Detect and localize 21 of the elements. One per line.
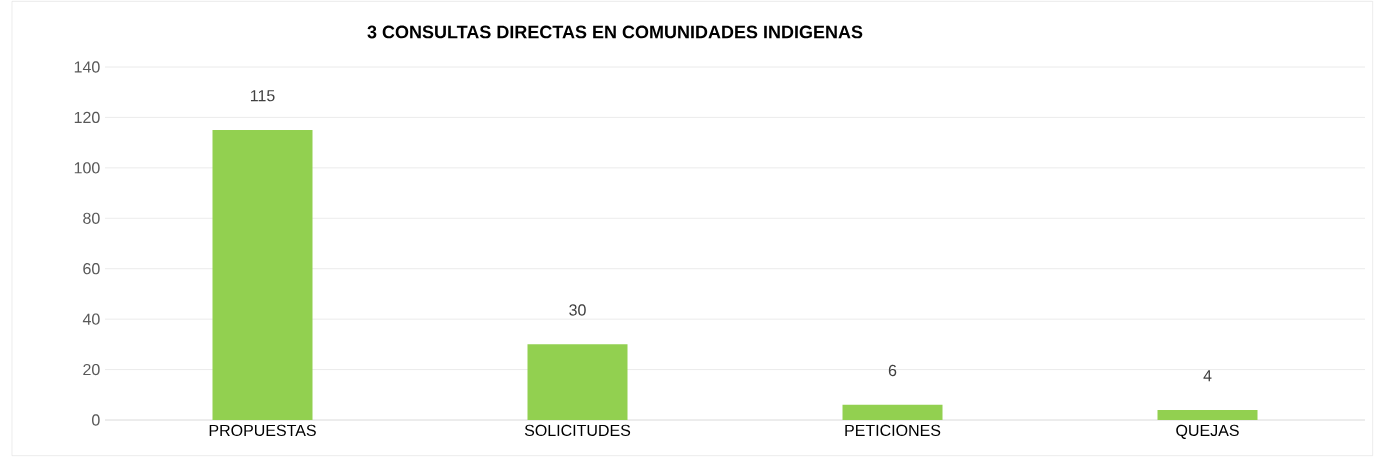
bar — [212, 130, 313, 420]
data-label: 115 — [250, 90, 275, 102]
y-tick-label: 60 — [83, 263, 100, 275]
x-tick-label: PROPUESTAS — [209, 424, 316, 437]
y-tick-label: 0 — [92, 414, 100, 426]
y-tick-label: 120 — [74, 111, 100, 124]
y-tick-label: 20 — [83, 363, 100, 376]
y-tick-label: 140 — [74, 61, 100, 73]
y-tick-label: 100 — [74, 162, 100, 174]
bar — [842, 404, 943, 420]
x-tick-label: SOLICITUDES — [524, 424, 631, 437]
x-tick-label: QUEJAS — [1176, 424, 1239, 439]
y-tick-label: 80 — [83, 212, 100, 224]
y-tick-label: 40 — [82, 313, 100, 325]
data-label: 4 — [1203, 370, 1212, 382]
bar — [527, 344, 628, 420]
data-label: 6 — [888, 364, 897, 377]
data-label: 30 — [569, 304, 586, 316]
chart-title: 3 CONSULTAS DIRECTAS EN COMUNIDADES INDIGENAS — [367, 25, 863, 39]
bar — [1157, 409, 1258, 420]
x-tick-label: PETICIONES — [845, 424, 941, 437]
